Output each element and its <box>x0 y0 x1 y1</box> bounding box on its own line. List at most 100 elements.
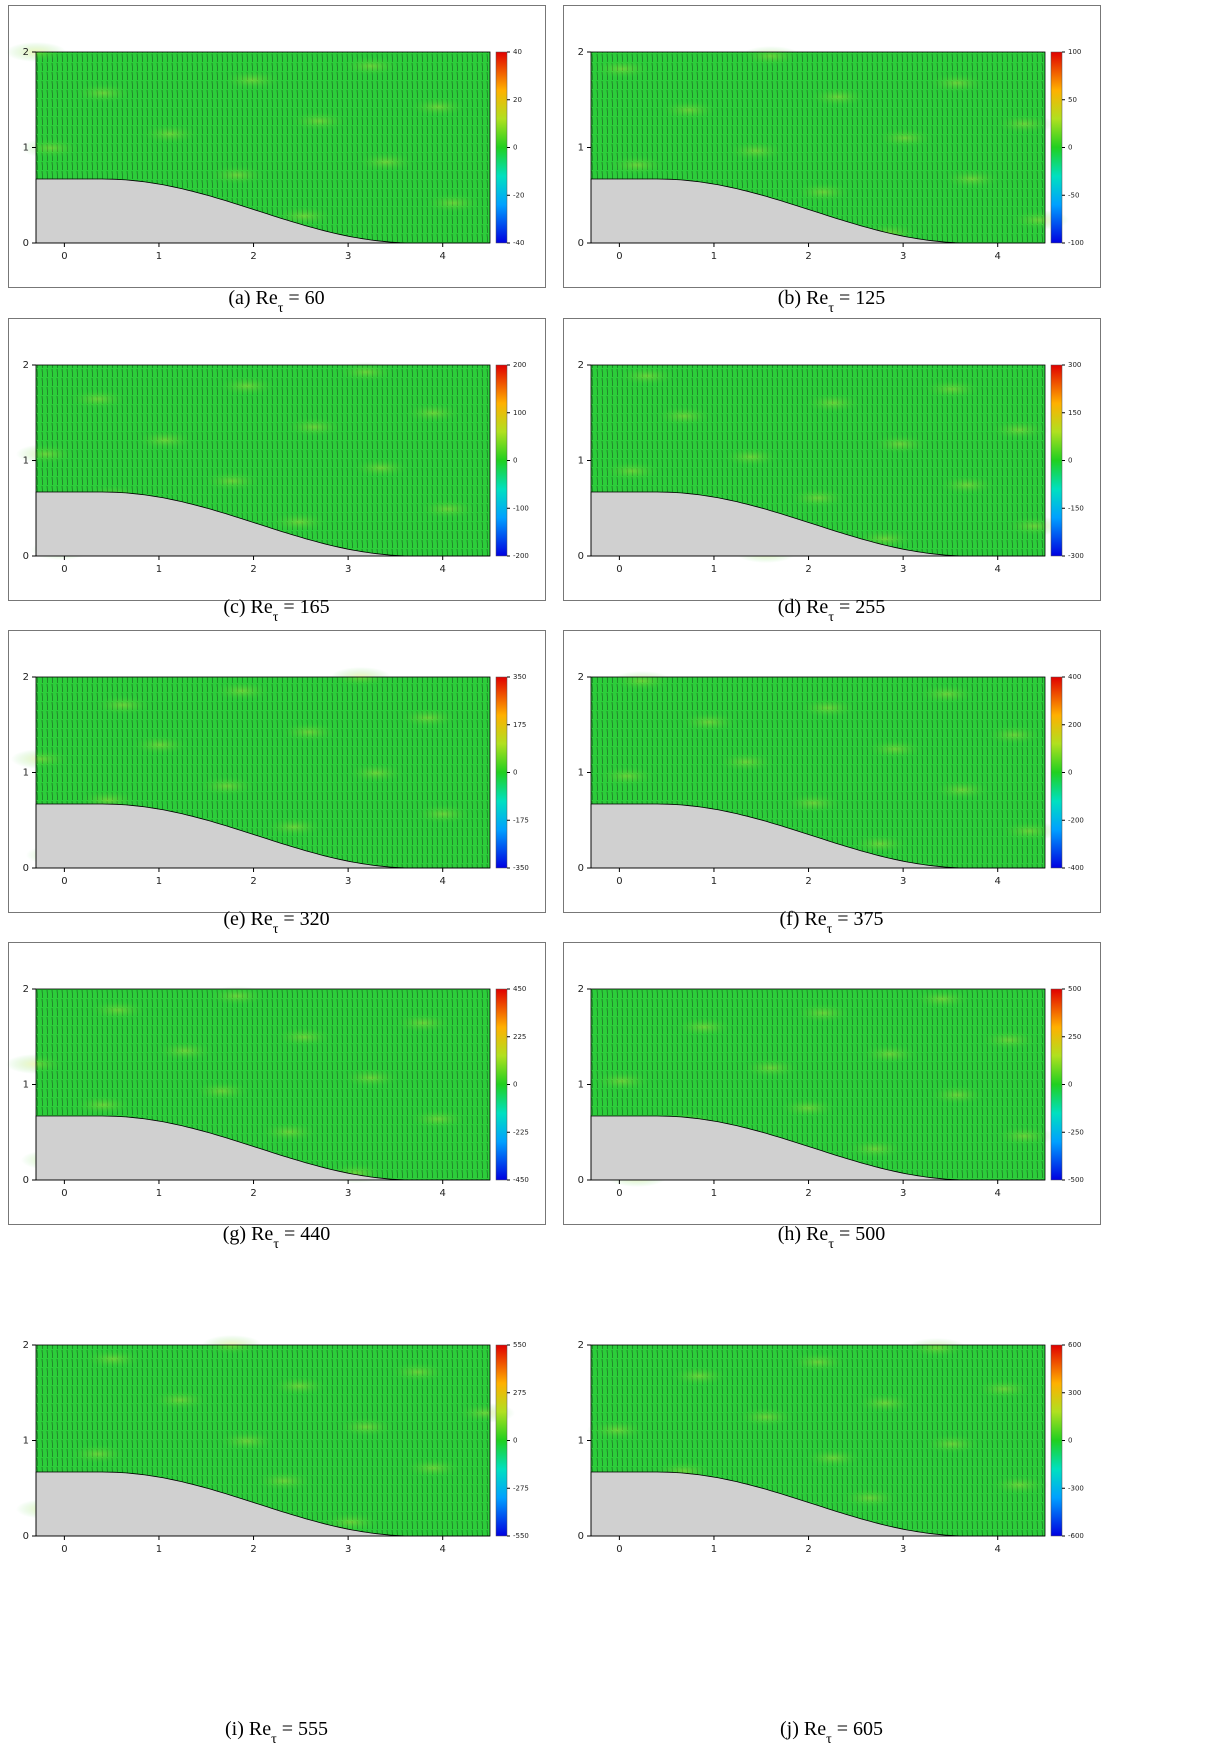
panel-frame <box>563 942 1101 1225</box>
y-tick-label: 2 <box>578 360 584 371</box>
colorbar-tick-label: 0 <box>513 457 517 465</box>
field-texture <box>11 749 71 769</box>
colorbar-tick-label: -275 <box>513 1484 529 1492</box>
caption-part: = 125 <box>834 287 885 309</box>
field-texture <box>336 362 396 382</box>
field-texture <box>207 986 267 1006</box>
caption-part: = 165 <box>278 596 329 618</box>
y-tick-label: 0 <box>578 1175 584 1186</box>
y-tick-label: 2 <box>23 672 29 683</box>
x-tick-label: 1 <box>711 1188 717 1199</box>
field-texture <box>617 366 677 386</box>
field-texture <box>423 193 483 213</box>
colorbar-tick-label: 150 <box>1068 409 1081 417</box>
y-tick-label: 0 <box>23 238 29 249</box>
field-texture <box>408 1109 468 1129</box>
caption-part: τ <box>826 1732 832 1747</box>
field-texture <box>808 87 868 107</box>
panel-frame <box>563 630 1101 913</box>
field-texture <box>654 406 714 426</box>
y-tick-label: 1 <box>578 768 584 779</box>
field-texture <box>716 752 776 772</box>
caption: (j) Reτ = 605 <box>780 1718 883 1747</box>
field-texture <box>217 1431 277 1451</box>
x-tick-label: 0 <box>61 251 67 262</box>
y-tick-label: 0 <box>23 1175 29 1186</box>
field-texture <box>388 1362 448 1382</box>
panel: 0 1 2 3 4 0 1 2 -500 -250 0 250 500 (h) Reτ = 500 <box>563 942 1101 1252</box>
colorbar-tick-label: 0 <box>1068 1081 1072 1089</box>
field-texture <box>922 1434 982 1454</box>
caption: (i) Reτ = 555 <box>225 1718 328 1747</box>
colorbar <box>1050 676 1063 869</box>
field-texture <box>721 447 781 467</box>
field-texture <box>21 138 81 158</box>
x-tick-label: 4 <box>440 1188 446 1199</box>
field-texture <box>612 671 672 691</box>
colorbar <box>495 51 508 244</box>
y-tick-label: 1 <box>578 1436 584 1447</box>
panel: 0 1 2 3 4 0 1 2 -400 -200 0 200 400 (f) Reτ = 375 <box>563 630 1101 937</box>
caption-part: τ <box>827 922 833 937</box>
colorbar-tick-label: 40 <box>513 48 522 56</box>
field-texture <box>907 1338 967 1358</box>
caption-part: τ <box>278 301 284 316</box>
caption-part: (c) Re <box>223 596 273 618</box>
x-tick-label: 2 <box>805 1544 811 1555</box>
x-tick-label: 0 <box>616 1188 622 1199</box>
colorbar-tick-label: 250 <box>1068 1033 1081 1041</box>
field-texture <box>356 152 416 172</box>
x-tick-label: 2 <box>250 876 256 887</box>
field-texture <box>269 512 329 532</box>
y-tick-label: 1 <box>23 1436 29 1447</box>
colorbar-tick-label: -40 <box>513 239 524 247</box>
field-texture <box>192 1081 252 1101</box>
y-tick-label: 1 <box>578 456 584 467</box>
caption-part: = 255 <box>834 596 885 618</box>
field-texture <box>140 124 200 144</box>
field-texture <box>974 1379 1034 1399</box>
colorbar-tick-label: 0 <box>1068 457 1072 465</box>
field-texture <box>803 393 863 413</box>
panel-frame <box>8 5 546 288</box>
colorbar-tick-label: -600 <box>1068 1532 1084 1540</box>
colorbar-tick-label: 0 <box>1068 144 1072 152</box>
field-texture <box>989 420 1049 440</box>
y-tick-label: 2 <box>578 672 584 683</box>
x-tick-label: 0 <box>61 564 67 575</box>
x-tick-label: 1 <box>156 1188 162 1199</box>
field-texture <box>783 793 843 813</box>
y-tick-label: 0 <box>578 238 584 249</box>
field-texture <box>259 1122 319 1142</box>
y-tick-label: 2 <box>23 47 29 58</box>
panel: 0 1 2 3 4 0 1 2 -600 -300 0 300 600 (j) Reτ = 605 <box>578 1338 1084 1747</box>
x-tick-label: 0 <box>616 876 622 887</box>
caption: (e) Reτ = 320 <box>223 908 329 937</box>
colorbar-tick-label: -50 <box>1068 191 1079 199</box>
caption: (d) Reτ = 255 <box>778 596 885 625</box>
field-texture <box>88 1000 148 1020</box>
field-texture <box>403 1458 463 1478</box>
panel-frame <box>8 630 546 913</box>
y-tick-label: 2 <box>578 1340 584 1351</box>
colorbar-tick-label: 50 <box>1068 96 1077 104</box>
field-texture <box>279 722 339 742</box>
caption-part: (i) Re <box>225 1718 271 1740</box>
colorbar-tick-label: 100 <box>1068 48 1081 56</box>
field-texture <box>418 499 478 519</box>
colorbar-tick-label: -150 <box>1068 504 1084 512</box>
field-texture <box>865 739 925 759</box>
colorbar-tick-label: 100 <box>513 409 526 417</box>
y-tick-label: 0 <box>578 551 584 562</box>
field-texture <box>341 56 401 76</box>
field-texture <box>155 1041 215 1061</box>
y-tick-label: 1 <box>23 456 29 467</box>
x-tick-label: 2 <box>805 876 811 887</box>
x-tick-label: 1 <box>711 876 717 887</box>
field-texture <box>274 1027 334 1047</box>
colorbar <box>1050 988 1063 1181</box>
field-texture <box>217 376 277 396</box>
y-tick-label: 2 <box>578 47 584 58</box>
panel-frame <box>563 318 1101 601</box>
